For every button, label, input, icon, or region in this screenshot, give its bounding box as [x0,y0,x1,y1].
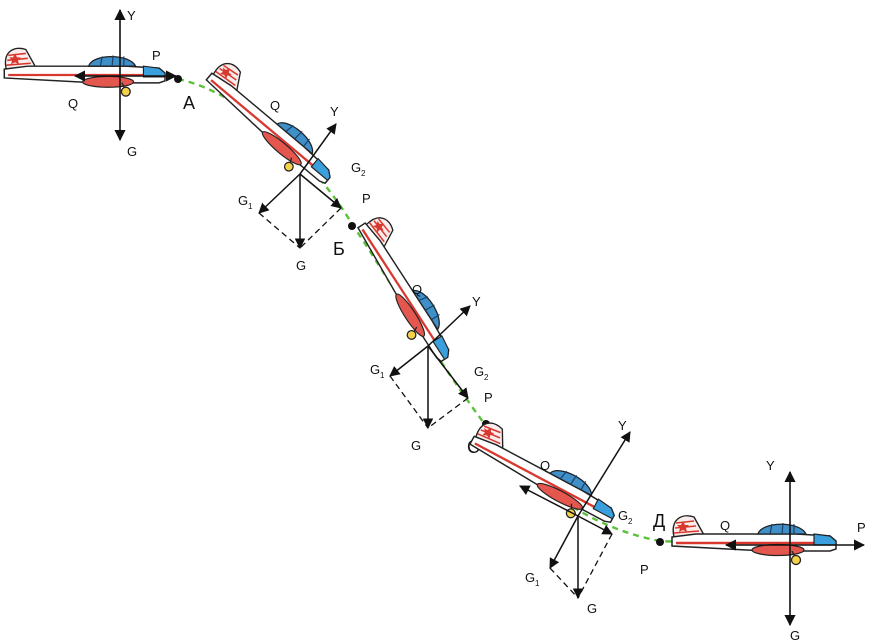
label-g1: G [525,570,535,585]
label-g: G [127,144,137,159]
label-g: G [790,628,800,643]
lift-vector-y [299,123,337,175]
weight-component-g2 [427,345,469,399]
label-g2: G [474,364,484,379]
plane-descent-1: Y Q G 2 G 1 G P [193,56,371,273]
label-p: P [484,390,493,405]
label-g: G [587,601,597,616]
label-g1: G [238,193,248,208]
lift-vector-y [577,431,631,517]
label-y: Y [766,458,775,473]
label-g2: G [351,160,361,175]
svg-text:1: 1 [535,579,540,588]
plane-level-start: Y G Q P [3,8,178,159]
label-y: Y [472,294,481,309]
label-q: Q [720,518,730,533]
label-q: Q [412,282,422,297]
weight-component-g1 [389,345,429,377]
label-q: Q [270,98,280,113]
weight-component-g1 [549,515,579,569]
label-y: Y [618,418,627,433]
drag-vector-q [519,485,579,517]
label-g2: G [618,508,628,523]
weight-component-g2 [299,173,342,209]
svg-text:1: 1 [380,371,385,380]
label-p: P [362,191,371,206]
point-label-b: Б [333,239,345,259]
lift-vector-y [427,305,471,347]
point-label-a: А [183,93,195,113]
label-q: Q [540,458,550,473]
label-g1: G [370,362,380,377]
label-g: G [411,438,421,453]
weight-component-g1 [258,173,301,214]
aircraft-icon [460,416,627,537]
plane-level-end: Y G Q P [670,458,866,643]
aircraft-icon [670,514,838,566]
plane-descent-2: Y Q G 2 G 1 G P [341,210,493,453]
svg-text:2: 2 [361,169,366,178]
label-q: Q [68,96,78,111]
aircraft-icon [341,210,470,371]
label-g: G [296,258,306,273]
svg-text:2: 2 [484,373,489,382]
aircraft-icon [3,47,167,98]
label-p: P [857,520,866,535]
weight-component-g2 [577,515,613,535]
aircraft-icon [193,56,347,196]
plane-descent-3: Y Q G 2 G 1 G P [460,416,649,616]
trajectory-point-d [656,538,664,546]
label-p: P [640,562,649,577]
trajectory-point-b [348,222,356,230]
label-p: P [152,48,161,63]
svg-text:1: 1 [248,202,253,211]
label-y: Y [330,104,339,119]
label-y: Y [127,8,136,23]
svg-text:2: 2 [628,517,633,526]
point-label-d: Д [653,511,665,531]
trajectory-point-a [174,75,182,83]
